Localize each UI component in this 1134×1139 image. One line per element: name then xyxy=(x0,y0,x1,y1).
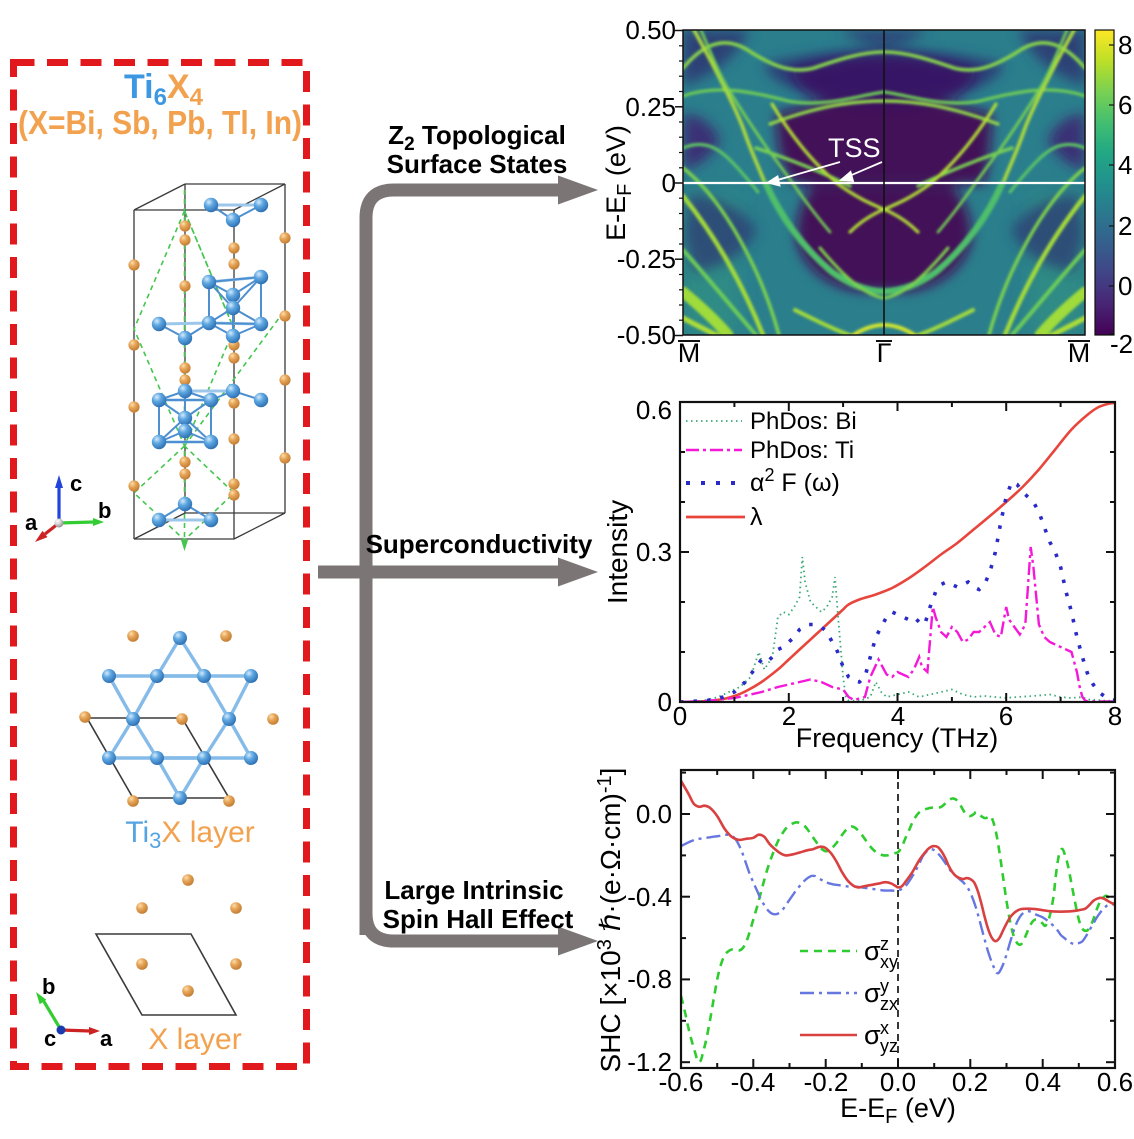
svg-text:8: 8 xyxy=(1108,701,1122,731)
svg-text:z: z xyxy=(880,934,889,954)
svg-text:X layer: X layer xyxy=(148,1023,241,1056)
svg-text:zx: zx xyxy=(880,994,898,1014)
svg-text:-0.2: -0.2 xyxy=(804,1067,849,1097)
svg-text:Frequency (THz): Frequency (THz) xyxy=(796,723,999,753)
svg-text:0.6: 0.6 xyxy=(636,395,672,425)
svg-text:Surface States: Surface States xyxy=(387,149,568,179)
svg-text:yz: yz xyxy=(880,1036,898,1056)
svg-text:Ti3X layer: Ti3X layer xyxy=(125,816,255,853)
svg-text:0: 0 xyxy=(1118,271,1132,301)
svg-text:Large Intrinsic: Large Intrinsic xyxy=(384,875,563,905)
svg-text:-0.6: -0.6 xyxy=(659,1067,704,1097)
svg-text:Γ: Γ xyxy=(877,338,892,368)
svg-text:(X=Bi, Sb, Pb, Tl, In): (X=Bi, Sb, Pb, Tl, In) xyxy=(18,104,302,141)
svg-text:b: b xyxy=(42,974,55,999)
svg-text:-2: -2 xyxy=(1110,329,1133,359)
svg-text:0: 0 xyxy=(662,168,676,198)
svg-text:0.3: 0.3 xyxy=(636,537,672,567)
svg-text:y: y xyxy=(880,976,889,996)
svg-text:M: M xyxy=(1068,338,1091,368)
svg-text:TSS: TSS xyxy=(828,133,881,163)
svg-text:σ: σ xyxy=(864,936,881,966)
svg-text:4: 4 xyxy=(891,701,905,731)
svg-text:c: c xyxy=(70,471,82,496)
svg-text:M: M xyxy=(678,338,701,368)
svg-text:Spin Hall Effect: Spin Hall Effect xyxy=(383,904,574,934)
svg-text:b: b xyxy=(98,498,111,523)
svg-text:PhDos: Bi: PhDos: Bi xyxy=(750,408,857,435)
svg-text:Z2 Topological: Z2 Topological xyxy=(388,120,566,155)
svg-text:PhDos: Ti: PhDos: Ti xyxy=(750,437,854,464)
svg-text:-0.4: -0.4 xyxy=(627,882,672,912)
svg-text:Intensity: Intensity xyxy=(602,500,633,604)
svg-text:0: 0 xyxy=(658,687,672,717)
svg-text:2: 2 xyxy=(1118,211,1132,241)
svg-text:-1.2: -1.2 xyxy=(627,1047,672,1077)
svg-text:-0.8: -0.8 xyxy=(627,964,672,994)
svg-text:0: 0 xyxy=(673,701,687,731)
svg-text:0.2: 0.2 xyxy=(952,1067,988,1097)
svg-text:0.6: 0.6 xyxy=(1097,1067,1133,1097)
svg-text:a: a xyxy=(25,510,38,535)
svg-text:x: x xyxy=(880,1018,889,1038)
svg-text:E-EF (eV): E-EF (eV) xyxy=(601,125,636,241)
svg-text:8: 8 xyxy=(1118,30,1132,60)
svg-text:SHC [×103 ℏ·(e·Ω·cm)-1]: SHC [×103 ℏ·(e·Ω·cm)-1] xyxy=(594,768,626,1073)
svg-text:λ: λ xyxy=(750,503,763,531)
svg-text:σ: σ xyxy=(864,978,881,1008)
svg-text:xy: xy xyxy=(880,952,898,972)
svg-text:0.25: 0.25 xyxy=(625,92,676,122)
svg-text:a: a xyxy=(100,1026,113,1051)
svg-text:-0.50: -0.50 xyxy=(617,320,676,350)
svg-text:σ: σ xyxy=(864,1020,881,1050)
svg-text:0.50: 0.50 xyxy=(625,15,676,45)
svg-text:0.4: 0.4 xyxy=(1025,1067,1061,1097)
svg-text:2: 2 xyxy=(782,701,796,731)
svg-text:4: 4 xyxy=(1118,150,1132,180)
svg-text:-0.4: -0.4 xyxy=(731,1067,776,1097)
svg-text:c: c xyxy=(44,1026,56,1051)
svg-text:Superconductivity: Superconductivity xyxy=(366,529,593,559)
svg-text:6: 6 xyxy=(999,701,1013,731)
svg-text:0.0: 0.0 xyxy=(636,799,672,829)
svg-text:0.0: 0.0 xyxy=(880,1067,916,1097)
svg-text:-0.25: -0.25 xyxy=(617,244,676,274)
svg-text:E-EF (eV): E-EF (eV) xyxy=(840,1093,956,1128)
svg-text:6: 6 xyxy=(1118,90,1132,120)
svg-text:α2 F (ω): α2 F (ω) xyxy=(750,465,840,497)
